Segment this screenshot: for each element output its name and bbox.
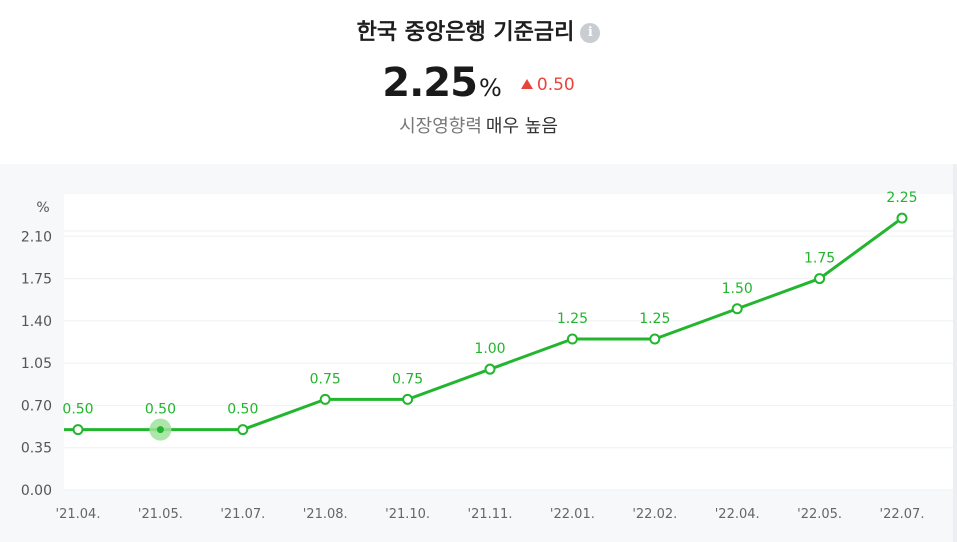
page-title: 한국 중앙은행 기준금리 [356,20,575,45]
x-tick-label: '22.02. [632,507,677,522]
x-tick-label: '21.11. [468,507,513,522]
x-tick-label: '21.08. [303,507,348,522]
data-point [484,363,496,375]
impact-row: 시장영향력 매우 높음 [0,112,957,138]
data-point [814,273,826,285]
x-tick-label: '21.07. [220,507,265,522]
impact-level: 매우 높음 [485,116,558,137]
data-label: 1.75 [804,251,835,267]
x-tick-label: '21.05. [138,507,183,522]
plot-background [64,194,953,490]
y-tick-label: 1.40 [21,314,52,330]
x-tick-label: '21.10. [385,507,430,522]
y-tick-label: 1.75 [21,272,52,288]
x-tick-label: '21.04. [56,507,101,522]
data-point [566,333,578,345]
rate-value: 2.25 [382,60,478,106]
data-label: 1.50 [722,281,753,297]
rate-change-value: 0.50 [536,75,575,95]
rate-change: 0.50 [520,75,575,95]
chart-area: 0.00 0.35 0.70 1.05 1.40 1.75 2.10% '21.04. '21.… [0,164,957,542]
x-tick-label: '22.01. [550,507,595,522]
y-tick-label: 0.35 [21,441,52,457]
data-label: 1.25 [639,311,670,327]
data-point [731,303,743,315]
info-icon[interactable]: i [580,23,601,43]
data-label: 0.50 [62,402,93,418]
rate-header: 한국 중앙은행 기준금리 i 2.25% 0.50 시장영향력 매우 높음 [0,0,957,164]
data-point [319,393,331,405]
data-label: 0.50 [227,402,258,418]
x-tick-label: '22.05. [797,507,842,522]
data-point [896,212,908,224]
rate-row: 2.25% 0.50 [0,60,957,106]
y-tick-label: 0.00 [21,483,52,499]
data-label: 1.25 [557,311,588,327]
impact-label: 시장영향력 [399,116,482,137]
y-axis-label: % [36,200,49,216]
rate-line-chart: 0.00 0.35 0.70 1.05 1.40 1.75 2.10% '21.04. '21.… [21,190,953,522]
y-tick-label: 2.10 [21,229,52,245]
x-tick-label: '22.04. [715,507,760,522]
data-point [402,393,414,405]
series-line [64,216,903,432]
data-point [72,424,84,436]
y-tick-label: 0.70 [21,398,52,414]
rate-unit: % [478,74,502,102]
data-point-highlighted [156,426,164,434]
title-row: 한국 중앙은행 기준금리 i [0,14,957,46]
data-label: 0.75 [310,371,341,387]
x-tick-label: '22.07. [880,507,925,522]
y-tick-label: 1.05 [21,356,52,372]
data-label: 1.00 [474,341,505,357]
data-point [649,333,661,345]
data-label: 2.25 [886,190,917,206]
data-label: 0.50 [145,402,176,418]
up-triangle-icon [520,79,533,89]
data-label: 0.75 [392,371,423,387]
data-point [237,424,249,436]
